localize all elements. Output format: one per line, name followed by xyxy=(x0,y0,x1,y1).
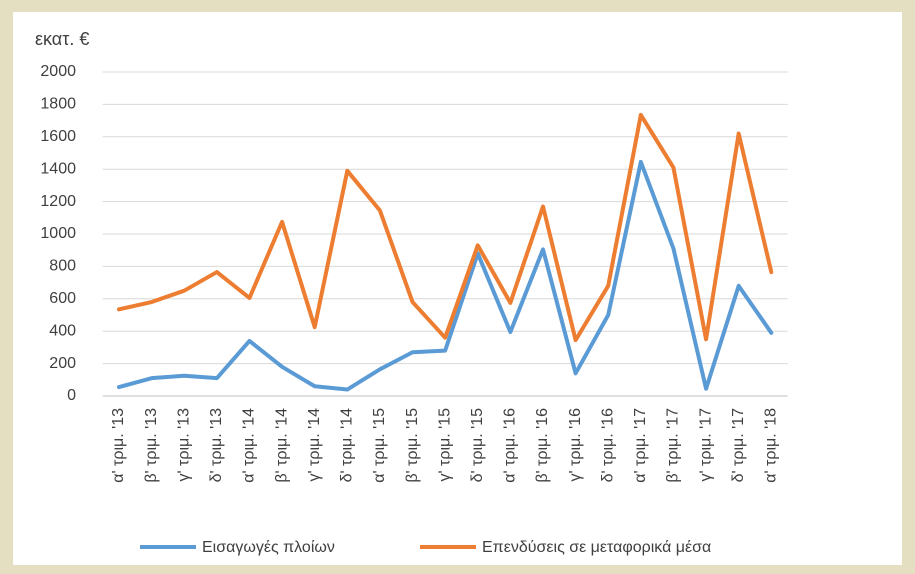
x-tick-label: α' τριμ. '15 xyxy=(371,408,388,483)
y-tick-label: 800 xyxy=(49,258,76,275)
legend-label: Εισαγωγές πλοίων xyxy=(202,539,335,556)
x-tick-label: β' τριμ. '15 xyxy=(404,408,421,483)
x-tick-label: δ' τριμ. '17 xyxy=(730,408,747,482)
y-tick-label: 1400 xyxy=(40,160,76,177)
x-tick-label: β' τριμ. '17 xyxy=(665,408,682,483)
x-tick-label: α' τριμ. '17 xyxy=(632,408,649,483)
y-axis-label: εκατ. € xyxy=(35,29,89,49)
x-tick-label: γ' τριμ. '13 xyxy=(175,408,192,482)
x-tick-label: γ' τριμ. '17 xyxy=(697,408,714,482)
x-tick-label: α' τριμ. '13 xyxy=(110,408,127,483)
x-tick-label: γ' τριμ. '14 xyxy=(306,408,323,482)
series-line xyxy=(117,159,774,392)
y-tick-label: 1000 xyxy=(40,225,76,242)
x-tick-label: δ' τριμ. '16 xyxy=(599,408,616,482)
series-line xyxy=(117,112,774,343)
x-tick-label: α' τριμ. '16 xyxy=(502,408,519,483)
x-tick-label: β' τριμ. '14 xyxy=(273,408,290,483)
y-tick-label: 0 xyxy=(67,387,76,404)
x-tick-label: δ' τριμ. '14 xyxy=(339,408,356,482)
x-tick-label: δ' τριμ. '13 xyxy=(208,408,225,482)
legend-label: Επενδύσεις σε μεταφορικά μέσα xyxy=(482,539,711,556)
x-tick-label: β' τριμ. '13 xyxy=(143,408,160,483)
y-tick-label: 1600 xyxy=(40,128,76,145)
x-tick-label: α' τριμ. '14 xyxy=(241,408,258,483)
y-tick-label: 600 xyxy=(49,290,76,307)
y-tick-label: 1800 xyxy=(40,96,76,113)
x-tick-label: γ' τριμ. '15 xyxy=(436,408,453,482)
x-tick-label: δ' τριμ. '15 xyxy=(469,408,486,482)
y-tick-label: 2000 xyxy=(40,63,76,80)
y-tick-label: 200 xyxy=(49,355,76,372)
x-tick-label: γ' τριμ. '16 xyxy=(567,408,584,482)
y-tick-label: 400 xyxy=(49,322,76,339)
x-tick-label: α' τριμ. '18 xyxy=(763,408,780,483)
y-tick-label: 1200 xyxy=(40,193,76,210)
x-tick-label: β' τριμ. '16 xyxy=(534,408,551,483)
